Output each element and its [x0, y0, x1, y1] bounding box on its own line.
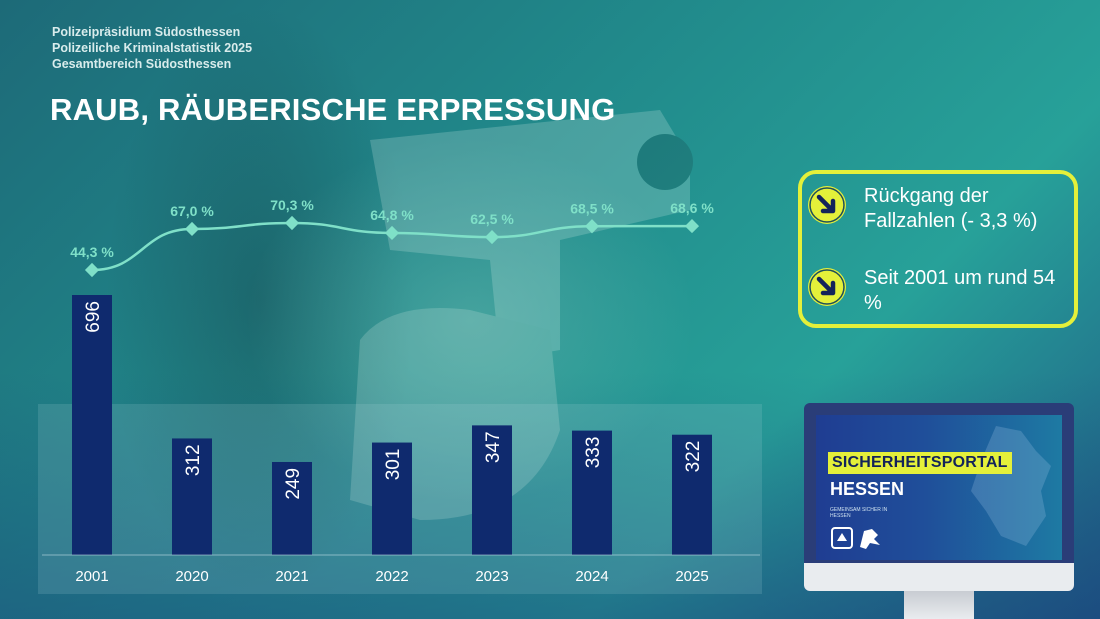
- category-label: 2022: [375, 568, 408, 585]
- bar: [372, 442, 412, 555]
- page-title: RAUB, RÄUBERISCHE ERPRESSUNG: [50, 92, 616, 127]
- percentage-label: 44,3 %: [70, 244, 114, 260]
- info-text-decline: Rückgang der Fallzahlen (- 3,3 %): [864, 185, 1038, 232]
- info-box: Rückgang der Fallzahlen (- 3,3 %) Seit 2…: [798, 170, 1078, 328]
- category-label: 2021: [275, 568, 308, 585]
- bar-line-chart: 696 2001 312 2020 249 2021 301 2022 347 2023 333 20…: [42, 197, 760, 585]
- category-label: 2020: [175, 568, 208, 585]
- bar: [272, 461, 312, 555]
- category-label: 2001: [75, 568, 108, 585]
- percentage-label: 67,0 %: [170, 203, 214, 219]
- bar-value-label: 333: [583, 437, 604, 469]
- bar-value-label: 312: [183, 444, 204, 476]
- header-line-area: Gesamtbereich Südosthessen: [52, 57, 232, 71]
- percentage-point: [184, 221, 200, 237]
- bar: [72, 295, 112, 555]
- bar: [172, 438, 212, 555]
- bar: [672, 434, 712, 555]
- bar-value-label: 347: [483, 431, 504, 463]
- arrow-down-right-icon: [808, 268, 846, 306]
- monitor-screen: SICHERHEITSPORTAL HESSEN GEMEINSAM SICHE…: [816, 415, 1062, 560]
- category-label: 2024: [575, 568, 608, 585]
- info-text-since-2001: Seit 2001 um rund 54 %: [864, 267, 1056, 314]
- percentage-label: 70,3 %: [270, 197, 314, 213]
- arrow-down-right-icon: [808, 186, 846, 224]
- percentage-label: 64,8 %: [370, 207, 414, 223]
- header-line-police: Polizeipräsidium Südosthessen: [52, 25, 241, 39]
- percentage-label: 62,5 %: [470, 211, 514, 227]
- percentage-point: [484, 230, 500, 245]
- monitor-graphic: SICHERHEITSPORTAL HESSEN GEMEINSAM SICHE…: [804, 403, 1074, 619]
- monitor-chin: [804, 563, 1074, 591]
- hessen-map-icon: [971, 426, 1051, 546]
- percentage-point: [384, 225, 400, 241]
- category-label: 2025: [675, 568, 708, 585]
- portal-tag: SICHERHEITSPORTAL: [828, 452, 1012, 474]
- bar: [572, 430, 612, 555]
- header-block: Polizeipräsidium Südosthessen Polizeilic…: [52, 24, 252, 72]
- portal-subtitle: HESSEN: [830, 479, 905, 499]
- bar-value-label: 249: [283, 468, 304, 500]
- percentage-point: [284, 215, 300, 231]
- header-line-statistic: Polizeiliche Kriminalstatistik 2025: [52, 41, 253, 55]
- bar-value-label: 301: [383, 449, 404, 481]
- percentage-point: [684, 219, 700, 234]
- percentage-point: [584, 219, 600, 234]
- crest-icon: [831, 527, 880, 549]
- bar-value-label: 696: [83, 301, 104, 333]
- percentage-label: 68,6 %: [670, 200, 714, 216]
- percentage-point: [84, 262, 100, 278]
- monitor-stand: [904, 591, 974, 619]
- bar: [472, 425, 512, 555]
- category-label: 2023: [475, 568, 508, 585]
- percentage-label: 68,5 %: [570, 200, 614, 216]
- portal-slogan: GEMEINSAM SICHER IN HESSEN: [830, 507, 888, 519]
- bar-value-label: 322: [683, 441, 704, 473]
